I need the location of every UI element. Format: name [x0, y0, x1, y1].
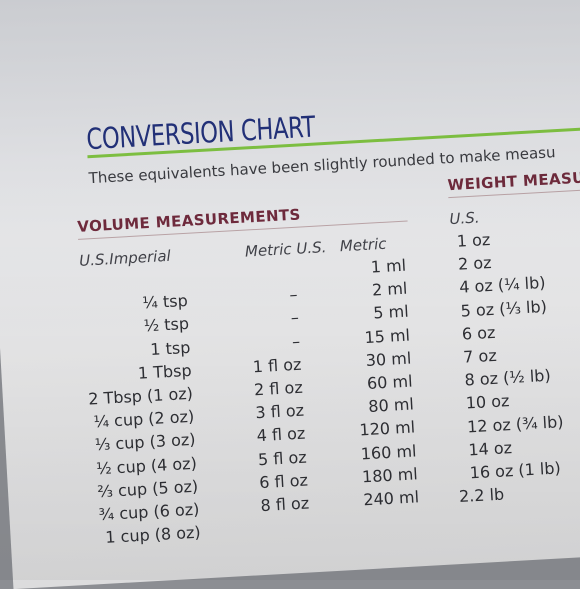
weight-us-cell: 4 oz (¼ lb) — [458, 273, 546, 298]
weight-us-cell: 10 oz — [465, 391, 510, 413]
volume-floz-cell: – — [291, 331, 301, 351]
volume-floz-cell: – — [290, 308, 300, 328]
weight-us-cell: 16 oz (1 lb) — [469, 458, 562, 483]
volume-ml-cell: 1 ml — [370, 255, 407, 277]
volume-floz-cell — [226, 262, 296, 266]
volume-floz-cell: 3 fl oz — [254, 400, 305, 423]
volume-us-cell: ¼ cup (2 oz) — [93, 406, 195, 432]
header-metric-us: Metric U.S. — [244, 238, 327, 261]
volume-us-cell: 1 tsp — [149, 337, 191, 359]
volume-floz-cell — [240, 517, 310, 521]
volume-ml-cell: 15 ml — [363, 325, 411, 347]
volume-ml-cell: 240 ml — [362, 487, 420, 510]
volume-ml-cell: 30 ml — [365, 348, 412, 370]
volume-floz-cell: 6 fl oz — [258, 470, 309, 492]
volume-ml-cell: 180 ml — [361, 464, 419, 487]
weight-us-cell: 2.2 lb — [458, 484, 505, 507]
weight-us-cell: 5 oz (⅓ lb) — [460, 296, 548, 321]
volume-floz-cell: 8 fl oz — [260, 493, 310, 516]
volume-us-cell: 1 cup (8 oz) — [104, 522, 202, 548]
volume-us-cell: ¾ cup (6 oz) — [98, 499, 200, 525]
volume-heading: VOLUME MEASUREMENTS — [76, 205, 302, 236]
volume-us-cell: ¼ tsp — [141, 291, 189, 313]
header-weight-us: U.S. — [449, 208, 481, 229]
weight-us-cell: 12 oz (¾ lb) — [466, 411, 564, 437]
weight-us-cell: 1 oz — [456, 229, 491, 251]
volume-floz-cell: 4 fl oz — [256, 423, 306, 446]
header-metric: Metric — [339, 234, 387, 256]
volume-floz-cell: – — [288, 284, 299, 305]
volume-floz-cell: 1 fl oz — [252, 354, 302, 377]
volume-floz-cell: 5 fl oz — [257, 447, 308, 469]
weight-us-cell: 8 oz (½ lb) — [464, 365, 552, 390]
volume-ml-cell: 5 ml — [372, 301, 410, 323]
volume-ml-cell — [350, 510, 420, 514]
volume-us-cell: ½ cup (4 oz) — [95, 453, 198, 478]
volume-ml-cell: 2 ml — [371, 278, 408, 300]
volume-us-cell: 2 Tbsp (1 oz) — [87, 383, 194, 409]
header-us-imperial: U.S.Imperial — [78, 246, 172, 270]
weight-us-cell: 7 oz — [462, 345, 498, 367]
volume-us-cell: ⅓ cup (3 oz) — [94, 430, 196, 455]
volume-ml-cell: 160 ml — [360, 440, 417, 464]
volume-us-cell: ½ tsp — [143, 314, 190, 336]
volume-floz-cell: 2 fl oz — [253, 377, 304, 400]
volume-ml-cell: 120 ml — [358, 417, 416, 440]
weight-us-cell: 14 oz — [467, 437, 513, 460]
volume-us-cell: 1 Tbsp — [137, 360, 193, 383]
weight-us-cell: 2 oz — [457, 253, 492, 274]
weight-us-cell: 6 oz — [461, 322, 496, 344]
volume-us-cell: ⅔ cup (5 oz) — [96, 476, 199, 502]
volume-ml-cell: 60 ml — [366, 371, 414, 393]
volume-ml-cell: 80 ml — [367, 394, 415, 417]
